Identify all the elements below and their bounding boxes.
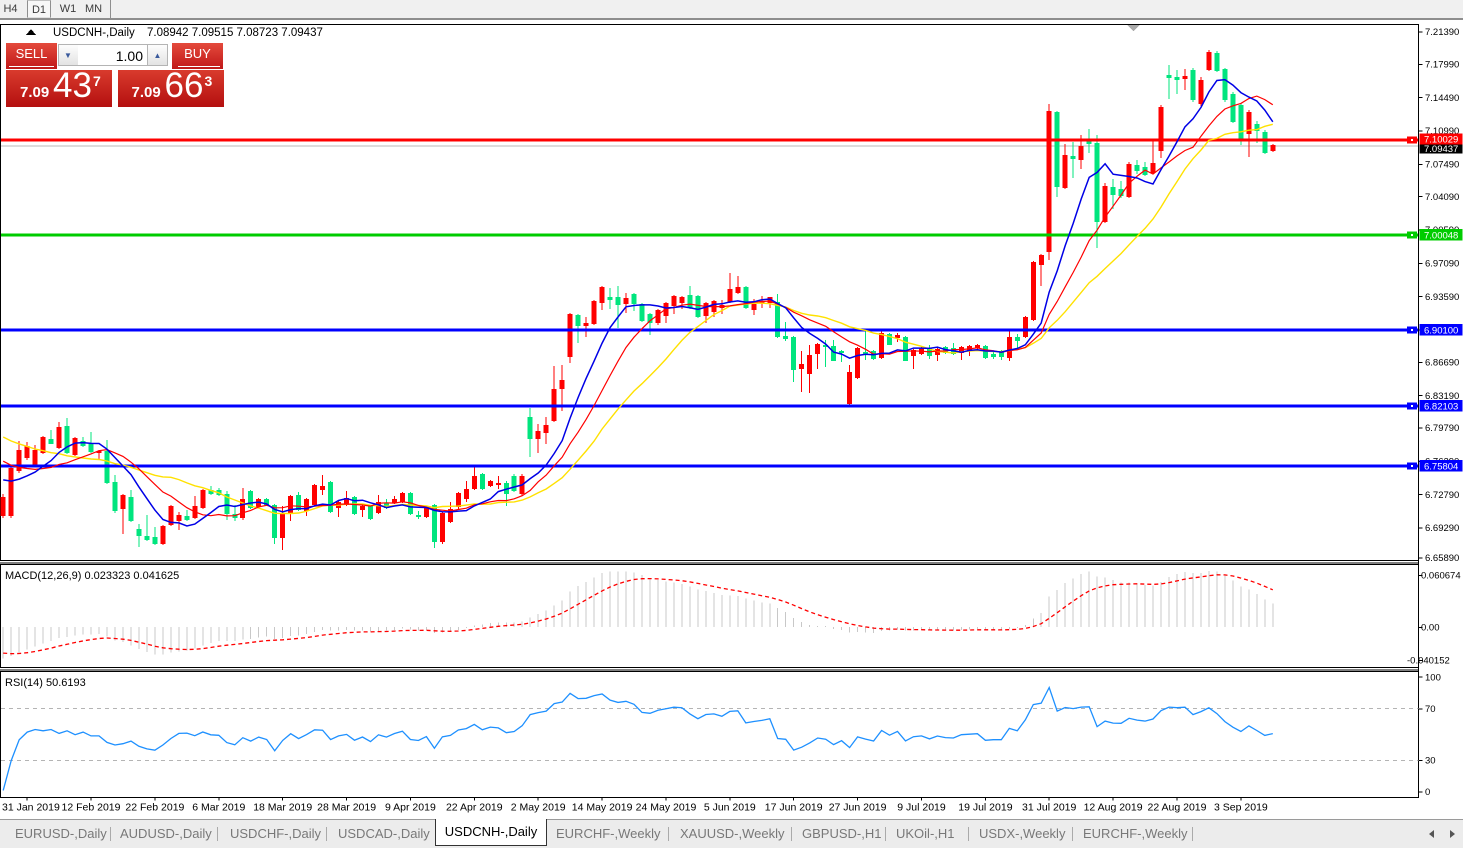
svg-text:6.79790: 6.79790 xyxy=(1425,423,1459,434)
svg-text:3 Sep 2019: 3 Sep 2019 xyxy=(1214,802,1268,814)
svg-text:5 Jun 2019: 5 Jun 2019 xyxy=(704,802,756,814)
svg-text:6.83190: 6.83190 xyxy=(1425,391,1459,402)
svg-text:22 Aug 2019: 22 Aug 2019 xyxy=(1148,802,1207,814)
svg-text:28 Mar 2019: 28 Mar 2019 xyxy=(317,802,376,814)
svg-text:24 May 2019: 24 May 2019 xyxy=(636,802,697,814)
svg-text:7.10990: 7.10990 xyxy=(1425,126,1459,137)
svg-text:18 Mar 2019: 18 Mar 2019 xyxy=(253,802,312,814)
svg-text:6.86690: 6.86690 xyxy=(1425,358,1459,369)
svg-text:22 Feb 2019: 22 Feb 2019 xyxy=(125,802,184,814)
svg-text:9 Apr 2019: 9 Apr 2019 xyxy=(385,802,436,814)
svg-text:14 May 2019: 14 May 2019 xyxy=(572,802,633,814)
svg-text:7.09437: 7.09437 xyxy=(1424,144,1458,155)
svg-text:7.08942 7.09515 7.08723 7.0943: 7.08942 7.09515 7.08723 7.09437 xyxy=(147,27,323,39)
svg-text:30: 30 xyxy=(1425,756,1436,767)
svg-text:0.060674: 0.060674 xyxy=(1421,571,1461,582)
svg-text:19 Jul 2019: 19 Jul 2019 xyxy=(958,802,1012,814)
svg-text:7.21390: 7.21390 xyxy=(1425,27,1459,38)
svg-text:6.82103: 6.82103 xyxy=(1424,401,1458,412)
svg-text:6.72790: 6.72790 xyxy=(1425,490,1459,501)
svg-text:6.90100: 6.90100 xyxy=(1424,325,1458,336)
svg-text:-0.040152: -0.040152 xyxy=(1407,656,1450,667)
svg-text:6.93590: 6.93590 xyxy=(1425,292,1459,303)
svg-text:9 Jul 2019: 9 Jul 2019 xyxy=(897,802,946,814)
svg-text:0.00: 0.00 xyxy=(1421,623,1440,634)
svg-text:17 Jun 2019: 17 Jun 2019 xyxy=(765,802,823,814)
svg-text:0: 0 xyxy=(1425,787,1430,798)
svg-text:12 Feb 2019: 12 Feb 2019 xyxy=(62,802,121,814)
svg-text:2 May 2019: 2 May 2019 xyxy=(511,802,566,814)
svg-text:7.07490: 7.07490 xyxy=(1425,160,1459,171)
svg-text:70: 70 xyxy=(1425,704,1436,715)
svg-text:7.10029: 7.10029 xyxy=(1424,134,1458,145)
svg-text:6.65890: 6.65890 xyxy=(1425,553,1459,564)
svg-text:6 Mar 2019: 6 Mar 2019 xyxy=(192,802,245,814)
svg-text:7.14490: 7.14490 xyxy=(1425,93,1459,104)
svg-text:USDCNH-,Daily: USDCNH-,Daily xyxy=(53,27,135,39)
svg-text:12 Aug 2019: 12 Aug 2019 xyxy=(1084,802,1143,814)
svg-text:6.75804: 6.75804 xyxy=(1424,461,1458,472)
svg-text:MACD(12,26,9) 0.023323 0.04162: MACD(12,26,9) 0.023323 0.041625 xyxy=(5,570,179,582)
svg-text:22 Apr 2019: 22 Apr 2019 xyxy=(446,802,503,814)
svg-text:31 Jan 2019: 31 Jan 2019 xyxy=(2,802,60,814)
svg-text:27 Jun 2019: 27 Jun 2019 xyxy=(829,802,887,814)
svg-text:100: 100 xyxy=(1425,672,1441,683)
svg-text:31 Jul 2019: 31 Jul 2019 xyxy=(1022,802,1076,814)
svg-text:6.97090: 6.97090 xyxy=(1425,259,1459,270)
svg-text:7.17990: 7.17990 xyxy=(1425,60,1459,71)
svg-text:RSI(14) 50.6193: RSI(14) 50.6193 xyxy=(5,677,86,689)
svg-text:7.04090: 7.04090 xyxy=(1425,192,1459,203)
svg-text:7.00048: 7.00048 xyxy=(1424,230,1458,241)
svg-text:6.69290: 6.69290 xyxy=(1425,523,1459,534)
